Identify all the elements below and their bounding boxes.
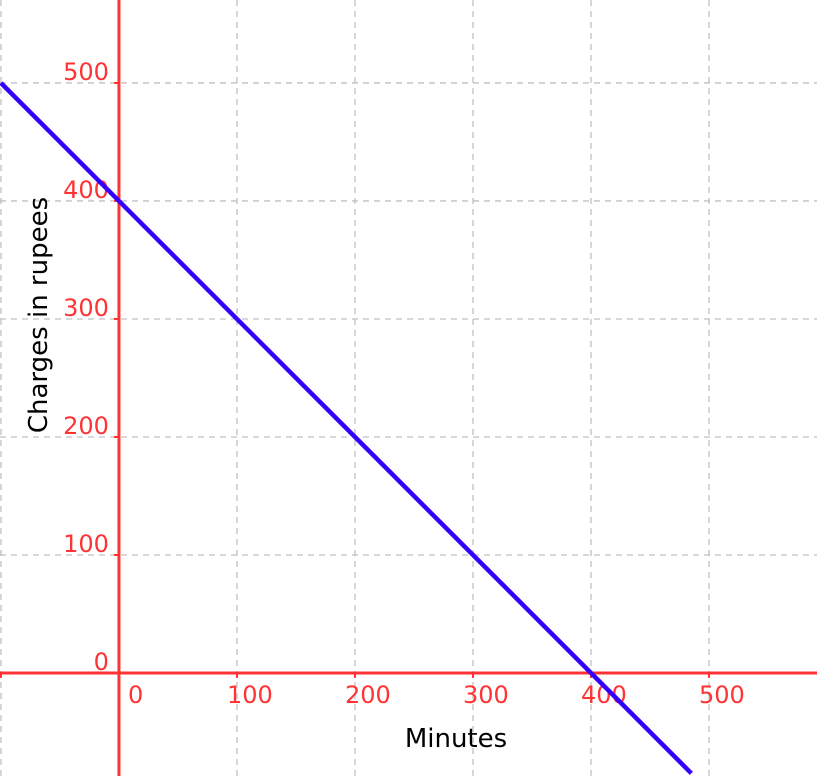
x-tick-label: 200 <box>345 681 391 709</box>
x-tick-label: 500 <box>699 681 745 709</box>
series <box>0 81 693 775</box>
y-tick-label: 400 <box>63 176 109 204</box>
y-axis-label: Charges in rupees <box>24 197 54 433</box>
x-tick-label: 0 <box>128 681 143 709</box>
series-line <box>0 81 693 775</box>
y-tick-label: 0 <box>94 648 109 676</box>
y-tick-label: 300 <box>63 294 109 322</box>
y-tick-label: 100 <box>63 530 109 558</box>
x-tick-label: 300 <box>463 681 509 709</box>
x-axis-label: Minutes <box>405 724 507 754</box>
y-tick-label: 500 <box>63 58 109 86</box>
x-tick-label: 100 <box>227 681 273 709</box>
y-tick-label: 200 <box>63 412 109 440</box>
